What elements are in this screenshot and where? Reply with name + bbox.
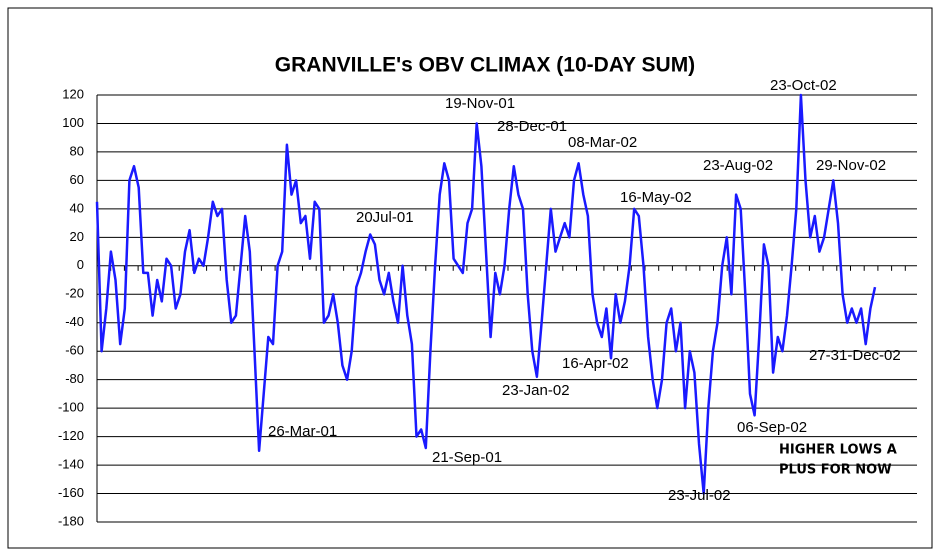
note: PLUS FOR NOW: [779, 463, 892, 478]
y-tick-label: 80: [70, 143, 84, 158]
series-line: [95, 93, 877, 495]
y-tick-label: 60: [70, 172, 84, 187]
annotation: 23-Jan-02: [502, 382, 570, 399]
annotation: 08-Mar-02: [568, 134, 637, 151]
y-tick-label: 20: [70, 229, 84, 244]
y-tick-label: 40: [70, 200, 84, 215]
y-tick-label: 120: [62, 86, 84, 101]
y-tick-label: -120: [58, 428, 84, 443]
annotation: 23-Oct-02: [770, 77, 837, 94]
note: HIGHER LOWS A: [779, 443, 897, 458]
y-tick-label: -40: [65, 314, 84, 329]
annotation: 23-Jul-02: [668, 487, 731, 504]
frame: [7, 7, 933, 549]
annotation: 19-Nov-01: [445, 95, 515, 112]
annotation: 06-Sep-02: [737, 419, 807, 436]
y-tick-label: -160: [58, 485, 84, 500]
annotation: 16-Apr-02: [562, 355, 629, 372]
annotation: 29-Nov-02: [816, 157, 886, 174]
y-tick-label: -100: [58, 400, 84, 415]
annotation: 28-Dec-01: [497, 118, 567, 135]
y-tick-label: -180: [58, 513, 84, 528]
annotation: 16-May-02: [620, 189, 692, 206]
annotation: 27-31-Dec-02: [809, 347, 901, 364]
annotation: 23-Aug-02: [703, 157, 773, 174]
annotation: 26-Mar-01: [268, 423, 337, 440]
chart-title: GRANVILLE's OBV CLIMAX (10-DAY SUM): [275, 54, 695, 77]
y-tick-label: -20: [65, 286, 84, 301]
y-tick-label: 0: [77, 257, 84, 272]
annotation: 21-Sep-01: [432, 449, 502, 466]
y-tick-label: -140: [58, 457, 84, 472]
y-tick-label: -60: [65, 343, 84, 358]
annotation: 20Jul-01: [356, 209, 414, 226]
y-tick-label: -80: [65, 371, 84, 386]
y-tick-label: 100: [62, 115, 84, 130]
